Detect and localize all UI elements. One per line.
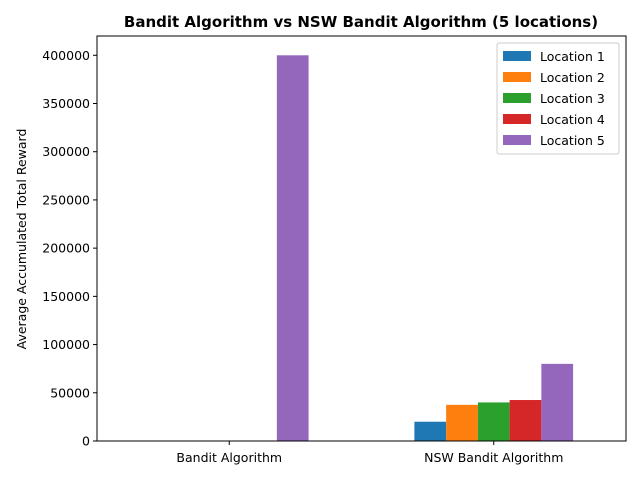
bar <box>446 404 478 441</box>
legend-swatch <box>503 72 531 82</box>
legend-swatch <box>503 114 531 124</box>
y-tick-label: 150000 <box>42 289 90 304</box>
bar <box>509 400 542 441</box>
chart-title: Bandit Algorithm vs NSW Bandit Algorithm… <box>124 13 598 31</box>
y-tick-label: 50000 <box>50 385 90 400</box>
x-tick-label: NSW Bandit Algorithm <box>424 450 563 465</box>
legend-swatch <box>503 93 531 103</box>
y-tick-label: 250000 <box>42 192 90 207</box>
axes-group: 0 50000 100000 150000 200000 250000 300000 3500… <box>42 35 627 465</box>
x-tick-label: Bandit Algorithm <box>176 450 282 465</box>
legend-swatch <box>503 51 531 61</box>
y-tick-label: 300000 <box>42 144 90 159</box>
legend-label: Location 2 <box>540 70 605 85</box>
legend-label: Location 3 <box>540 91 605 106</box>
legend-swatch <box>503 135 531 145</box>
legend-label: Location 5 <box>540 133 605 148</box>
plot-frame <box>96 35 627 442</box>
bars-group <box>276 55 574 442</box>
y-tick-label: 100000 <box>42 337 90 352</box>
bar <box>276 55 309 442</box>
y-tick-label: 350000 <box>42 96 90 111</box>
legend-box <box>496 42 620 155</box>
y-tick-label: 200000 <box>42 241 90 256</box>
legend-label: Location 4 <box>540 112 605 127</box>
bar <box>541 363 574 441</box>
bar <box>477 402 510 441</box>
bar <box>414 421 447 441</box>
y-axis-label: Average Accumulated Total Reward <box>14 129 29 350</box>
y-tick-label: 0 <box>82 434 90 449</box>
y-tick-label: 400000 <box>42 48 90 63</box>
legend-label: Location 1 <box>540 49 605 64</box>
legend: Location 1 Location 2 Location 3 Location 4… <box>496 42 620 155</box>
